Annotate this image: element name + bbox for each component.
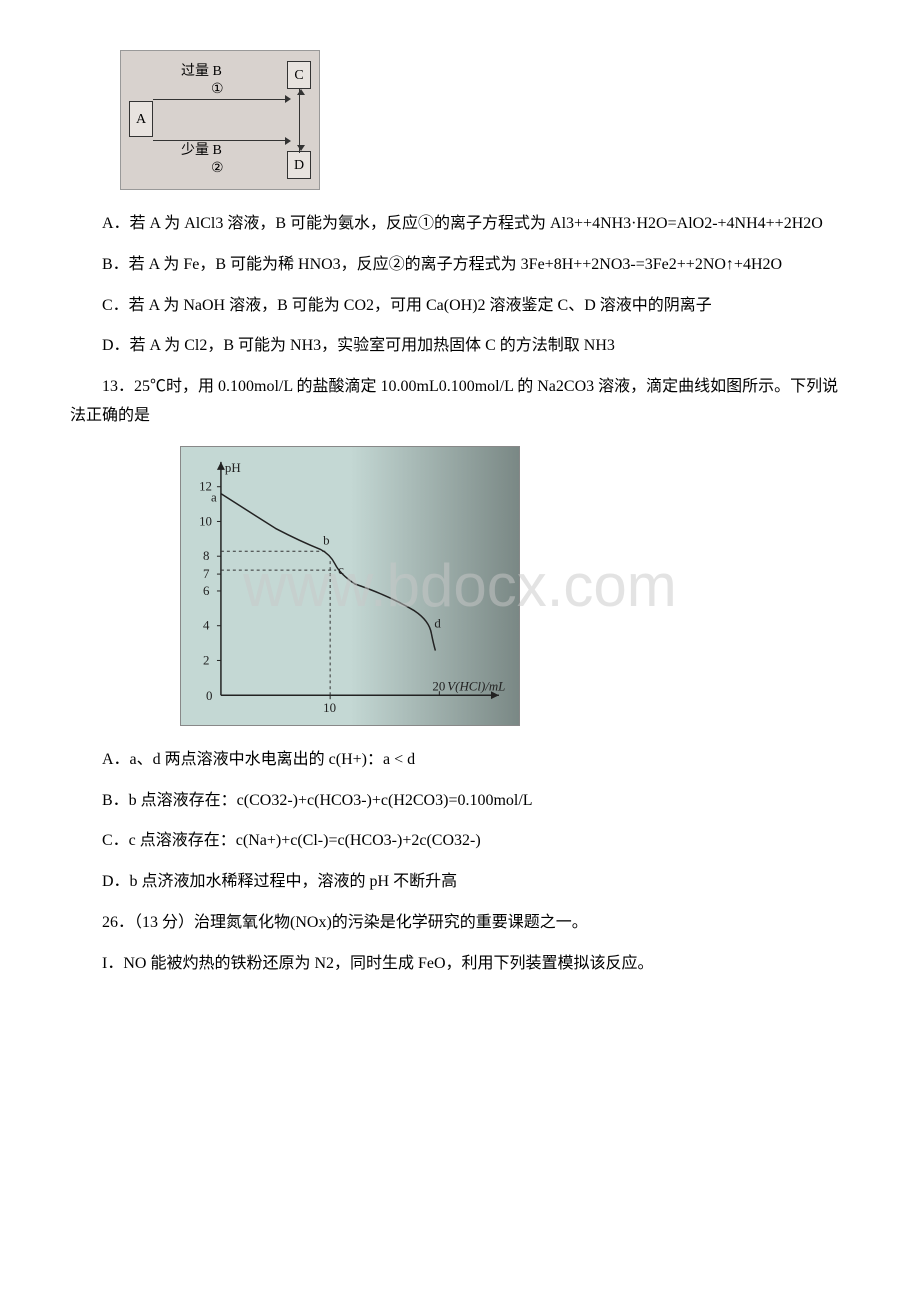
q26-part1: I．NO 能被灼热的铁粉还原为 N2，同时生成 FeO，利用下列装置模拟该反应。 [70, 950, 850, 979]
arrow-to-d-h [285, 137, 291, 145]
chart-wrapper: www.bdocx.com 0 2 4 6 7 8 10 12 10 20 pH… [70, 446, 850, 726]
point-c: c [338, 563, 344, 577]
arrow-to-c-h [285, 95, 291, 103]
xlabel-20: 20 [432, 679, 445, 693]
ylabel-10: 10 [199, 514, 212, 528]
q12-option-d: D．若 A 为 Cl2，B 可能为 NH3，实验室可用加热固体 C 的方法制取 … [70, 332, 850, 361]
chart-svg: 0 2 4 6 7 8 10 12 10 20 pH V(HCl)/mL a b… [181, 447, 519, 725]
ylabel-8: 8 [203, 549, 209, 563]
q26-stem: 26．（13 分）治理氮氧化物(NOx)的污染是化学研究的重要课题之一。 [70, 909, 850, 938]
box-c: C [287, 61, 311, 89]
titration-chart: 0 2 4 6 7 8 10 12 10 20 pH V(HCl)/mL a b… [180, 446, 520, 726]
q13-option-d: D．b 点济液加水稀释过程中，溶液的 pH 不断升高 [70, 868, 850, 897]
q13-option-c: C．c 点溶液存在：c(Na+)+c(Cl-)=c(HCO3-)+2c(CO32… [70, 827, 850, 856]
line-right [299, 89, 300, 153]
line-top [153, 99, 289, 100]
y-axis-title: pH [225, 461, 241, 475]
point-a: a [211, 490, 217, 504]
flow-diagram: A C D 过量 B ① 少量 B ② [120, 50, 320, 190]
arrow-to-c [297, 89, 305, 95]
titration-curve [221, 493, 435, 650]
tick-0: 0 [206, 689, 212, 703]
arrow-to-d [297, 145, 305, 151]
x-axis-title: V(HCl)/mL [447, 679, 505, 693]
q13-option-a: A．a、d 两点溶液中水电离出的 c(H+)：a < d [70, 746, 850, 775]
ylabel-2: 2 [203, 653, 209, 667]
ylabel-4: 4 [203, 618, 210, 632]
point-b: b [323, 533, 329, 547]
q12-option-a: A．若 A 为 AlCl3 溶液，B 可能为氨水，反应①的离子方程式为 Al3+… [70, 210, 850, 239]
ylabel-7: 7 [203, 567, 210, 581]
y-axis-arrow [217, 462, 225, 470]
q12-option-b: B．若 A 为 Fe，B 可能为稀 HNO3，反应②的离子方程式为 3Fe+8H… [70, 251, 850, 280]
q13-stem: 13．25℃时，用 0.100mol/L 的盐酸滴定 10.00mL0.100m… [70, 373, 850, 431]
label-circle-2: ② [211, 156, 224, 181]
box-a: A [129, 101, 153, 137]
q13-option-b: B．b 点溶液存在：c(CO32-)+c(HCO3-)+c(H2CO3)=0.1… [70, 787, 850, 816]
point-d: d [434, 616, 441, 630]
q12-option-c: C．若 A 为 NaOH 溶液，B 可能为 CO2，可用 Ca(OH)2 溶液鉴… [70, 292, 850, 321]
xlabel-10: 10 [323, 701, 336, 715]
ylabel-6: 6 [203, 584, 210, 598]
box-d: D [287, 151, 311, 179]
line-bot [153, 140, 289, 141]
